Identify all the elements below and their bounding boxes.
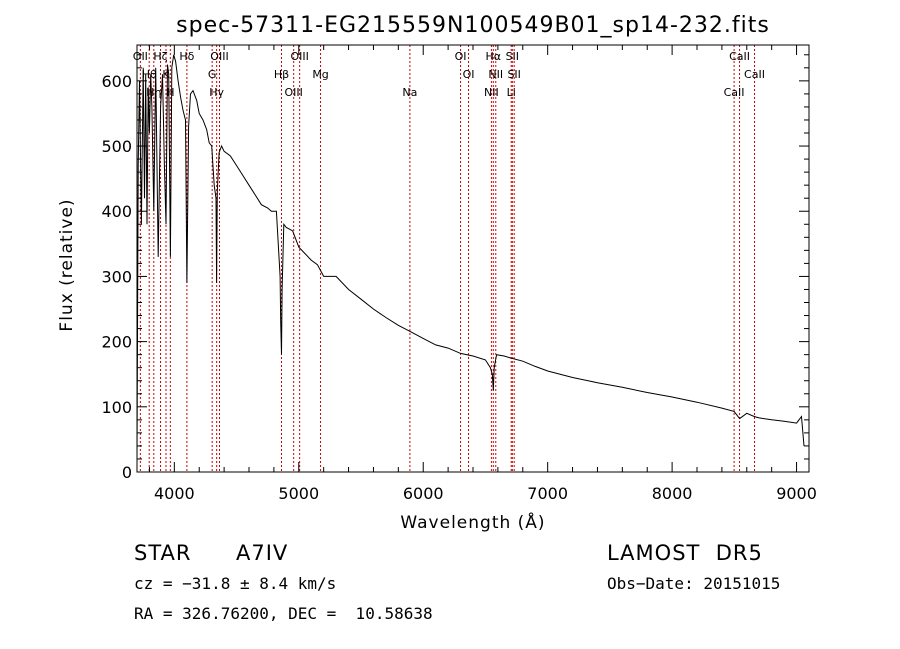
line-label-19: NII [488,68,503,81]
y-tick-label-1: 100 [101,398,132,417]
y-tick-label-4: 400 [101,202,132,221]
observation-date: Obs−Date: 20151015 [607,574,781,593]
y-tick-label-3: 300 [101,267,132,286]
line-label-15: OI [455,50,467,63]
line-label-17: NII [484,86,499,99]
x-tick-label-5: 9000 [776,484,817,503]
line-label-0: OII [133,50,148,63]
x-axis-label: Wavelength (Å) [400,511,545,533]
line-label-12: OIII [290,50,308,63]
line-label-11: OIII [284,86,302,99]
line-label-5: H [166,86,174,99]
line-label-8: Hγ [209,86,224,99]
line-label-6: Hδ [179,50,194,63]
line-label-1: Hθ [142,68,157,81]
spectral-subclass: A7IV [236,541,289,565]
plot-frame [136,44,810,473]
y-tick-label-5: 500 [101,137,132,156]
x-tick-label-2: 6000 [403,484,444,503]
redshift-info: cz = −31.8 ± 8.4 km/s [134,574,337,593]
x-axis: 4000 5000 6000 7000 8000 9000 [148,45,817,503]
line-label-16: OI [463,68,475,81]
survey-name: LAMOST DR5 [607,541,763,565]
line-label-24: CaII [729,50,750,63]
line-label-23: CaII [724,86,745,99]
chart-title: spec-57311-EG215559N100549B01_sp14-232.f… [176,13,770,38]
x-tick-label-0: 4000 [154,484,195,503]
y-axis: 0 100 200 300 400 500 600 [101,54,809,482]
emission-line-markers [139,45,755,472]
line-label-21: SII [506,50,519,63]
line-label-9: OIII [210,50,228,63]
line-label-25: CaII [744,68,765,81]
line-label-10: Hβ [274,68,289,81]
line-label-13: Mg [312,68,328,81]
line-label-3: Hζ [153,50,167,63]
y-tick-label-0: 0 [122,463,132,482]
line-label-22: SII [507,68,520,81]
coordinates: RA = 326.76200, DEC = 10.58638 [134,604,433,623]
line-label-7: G [208,68,217,81]
object-class: STAR [134,541,192,565]
x-tick-label-3: 7000 [527,484,568,503]
emission-line-labels: OIIHθHηHζKHHδGHγOIIIHβOIIIOIIIMgNaOIOINI… [133,50,765,99]
y-tick-label-6: 600 [101,72,132,91]
spectrum-line [136,54,805,460]
x-tick-label-1: 5000 [278,484,319,503]
y-axis-label: Flux (relative) [57,198,77,331]
x-tick-label-4: 8000 [652,484,693,503]
y-tick-label-2: 200 [101,333,132,352]
line-label-18: Hα [486,50,502,63]
line-label-14: Na [402,86,417,99]
line-label-4: K [162,68,170,81]
line-label-20: Li [507,86,516,99]
